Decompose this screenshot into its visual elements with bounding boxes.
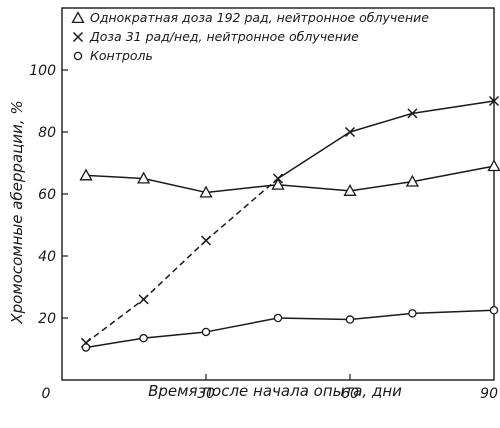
- series-3-circle-point: [345, 315, 355, 324]
- legend-triangle-icon: [71, 11, 85, 24]
- y-tick-label: 40: [38, 249, 56, 265]
- series-2-segment: [277, 131, 351, 180]
- series-3-segment: [85, 337, 144, 349]
- series-1-segment: [349, 180, 413, 192]
- series-3-segment: [349, 312, 413, 321]
- series-3-segment: [277, 317, 351, 321]
- series-lines: [85, 100, 495, 349]
- series-1-segment: [412, 165, 495, 183]
- series-1-segment: [143, 177, 207, 194]
- series-3-circle-point: [489, 305, 499, 315]
- y-tick-label: 100: [29, 63, 56, 79]
- x-axis-label: Время после начала опыта, дни: [148, 382, 402, 400]
- y-tick-label: 60: [38, 187, 56, 203]
- series-1-triangle-point: [343, 184, 357, 196]
- series-2-cross-point: [272, 173, 284, 184]
- series-3-circle-point: [139, 333, 148, 343]
- y-tick-label: 20: [38, 311, 56, 327]
- legend-cross-icon: [72, 31, 84, 43]
- series-1-triangle-point: [487, 159, 500, 172]
- series-3-circle-point: [408, 309, 417, 318]
- axes: [61, 7, 495, 381]
- plot-frame: [61, 7, 495, 381]
- legend: Однократная доза 192 рад, нейтронное обл…: [71, 10, 429, 63]
- series-2-segment: [349, 112, 413, 133]
- x-tick-label: 60: [341, 386, 359, 402]
- series-2-segment: [143, 239, 207, 300]
- series-1-segment: [85, 174, 144, 180]
- y-axis-label: Хромосомные аберрации, %: [8, 100, 26, 324]
- series-1-triangle-point: [79, 168, 93, 181]
- series-2-cross-point: [407, 108, 418, 119]
- x-tick-label: 0: [42, 386, 51, 402]
- series-1-segment: [205, 183, 279, 194]
- series-3-segment: [205, 317, 279, 333]
- y-tick-label: 80: [38, 125, 56, 141]
- series-3-segment: [412, 309, 495, 315]
- series-3-circle-point: [273, 313, 283, 323]
- series-2-segment: [205, 177, 279, 242]
- x-tick-label: 30: [197, 386, 215, 402]
- legend-entry-2: Доза 31 рад/нед, нейтронное облучение: [89, 29, 359, 44]
- series-3-segment: [143, 331, 207, 339]
- series-1-triangle-point: [136, 171, 151, 184]
- legend-circle-icon: [73, 51, 83, 61]
- series-3-circle-point: [201, 327, 211, 337]
- series-2-cross-point: [488, 95, 500, 107]
- legend-entry-1: Однократная доза 192 рад, нейтронное обл…: [90, 10, 429, 25]
- series-3-circle-point: [81, 343, 91, 352]
- series-2-segment: [412, 100, 495, 115]
- series-1-triangle-point: [271, 177, 285, 190]
- series-2-cross-point: [138, 294, 149, 305]
- series-1-segment: [277, 183, 351, 192]
- series-1-triangle-point: [199, 185, 213, 198]
- series-2-segment: [85, 298, 145, 344]
- series-markers: [79, 95, 500, 352]
- legend-entry-3: Контроль: [90, 48, 153, 63]
- series-1-triangle-point: [405, 174, 420, 187]
- x-tick-label: 90: [480, 386, 498, 402]
- ticks: 20 40 60 80 100 0 30 60 90: [29, 63, 498, 402]
- series-2-cross-point: [200, 235, 212, 246]
- series-2-cross-point: [344, 126, 356, 138]
